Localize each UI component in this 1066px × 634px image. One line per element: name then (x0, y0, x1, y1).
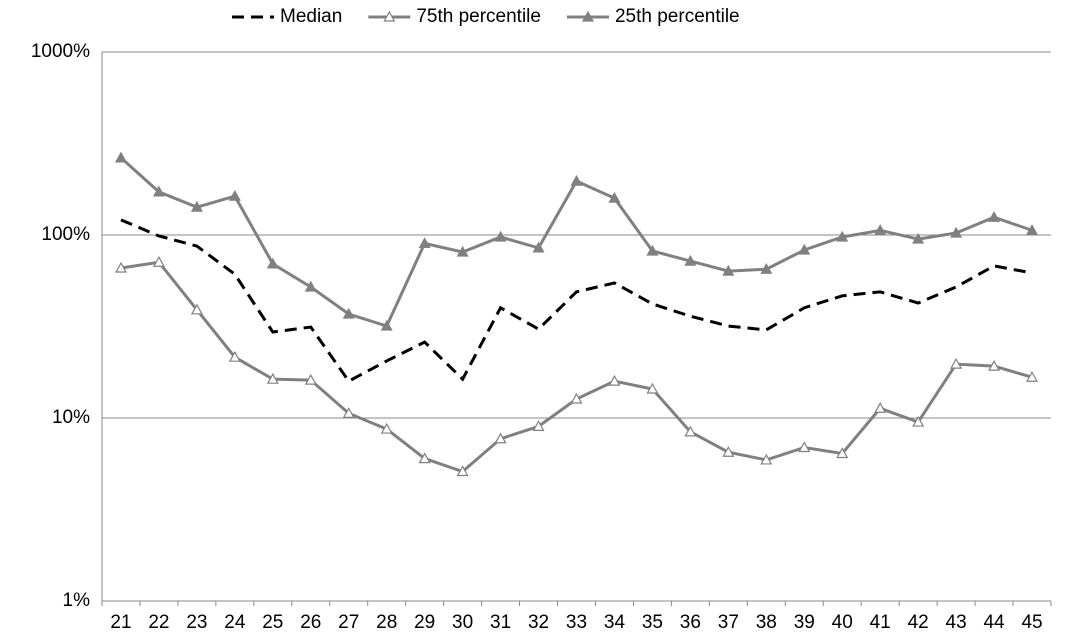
y-tick-label: 10% (52, 407, 90, 428)
marker (456, 465, 469, 477)
series-line (120, 218, 1033, 384)
x-tick-label: 43 (946, 612, 967, 633)
marker (760, 453, 773, 465)
x-tick-label: 30 (452, 612, 473, 633)
marker (266, 257, 279, 269)
marker (532, 241, 545, 253)
x-tick-label: 33 (566, 612, 587, 633)
marker (342, 407, 355, 418)
x-tick-label: 26 (300, 612, 321, 633)
marker (494, 230, 507, 242)
marker (152, 255, 165, 267)
x-tick-label: 31 (490, 612, 511, 633)
marker (456, 245, 469, 257)
x-tick-label: 36 (680, 612, 701, 633)
legend-label: 75th percentile (416, 6, 541, 27)
x-tick-label: 32 (528, 612, 549, 633)
x-tick-label: 38 (756, 612, 777, 633)
marker (836, 230, 849, 242)
marker (950, 357, 963, 369)
marker (304, 373, 317, 385)
marker (988, 359, 1001, 371)
marker (1026, 224, 1039, 235)
x-tick-label: 27 (338, 612, 359, 633)
y-tick-label: 100% (41, 224, 90, 245)
marker (152, 185, 165, 197)
marker (912, 232, 925, 244)
marker (190, 200, 203, 212)
marker (722, 446, 735, 457)
marker (684, 425, 697, 437)
marker (646, 382, 659, 394)
marker (228, 350, 241, 362)
marker (304, 280, 317, 292)
marker (608, 374, 621, 386)
marker (912, 415, 925, 427)
x-tick-label: 24 (224, 612, 246, 633)
marker (570, 392, 583, 404)
marker (874, 402, 887, 413)
marker (190, 303, 203, 315)
marker (266, 372, 279, 384)
x-tick-label: 23 (186, 612, 207, 633)
x-tick-label: 40 (832, 612, 853, 633)
x-tick-label: 45 (1021, 612, 1042, 633)
marker (380, 422, 393, 434)
legend: Median 75th percentile 25th percentile (232, 6, 740, 27)
marker (383, 10, 396, 22)
x-tick-label: 39 (794, 612, 815, 633)
marker (494, 432, 507, 444)
marker (114, 261, 127, 273)
x-tick-label: 44 (983, 612, 1005, 633)
x-tick-label: 29 (414, 612, 435, 633)
y-tick-label: 1000% (31, 41, 90, 62)
marker (1026, 371, 1039, 382)
marker (836, 447, 849, 459)
marker (608, 191, 621, 203)
legend-label: Median (280, 6, 342, 27)
x-tick-label: 42 (908, 612, 929, 633)
marker (684, 254, 697, 266)
marker (380, 319, 393, 331)
x-tick-label: 35 (642, 612, 663, 633)
marker (874, 224, 887, 235)
x-tick-label: 22 (148, 612, 169, 633)
marker (798, 441, 811, 453)
marker (418, 237, 431, 248)
marker (646, 244, 659, 256)
marker (760, 263, 773, 274)
marker (950, 226, 963, 238)
marker (418, 452, 431, 464)
x-tick-label: 34 (604, 612, 626, 633)
x-tick-label: 21 (110, 612, 131, 633)
marker (798, 243, 811, 255)
x-tick-label: 28 (376, 612, 397, 633)
y-tick-label: 1% (63, 590, 91, 611)
marker (342, 307, 355, 319)
marker (114, 151, 127, 163)
marker (532, 420, 545, 431)
marker (581, 10, 595, 22)
x-tick-label: 25 (262, 612, 283, 633)
x-tick-label: 41 (870, 612, 891, 633)
legend-label: 25th percentile (615, 6, 740, 27)
marker (988, 211, 1001, 222)
marker (228, 189, 241, 201)
x-tick-label: 37 (718, 612, 739, 633)
marker (570, 174, 583, 186)
marker (722, 264, 735, 276)
